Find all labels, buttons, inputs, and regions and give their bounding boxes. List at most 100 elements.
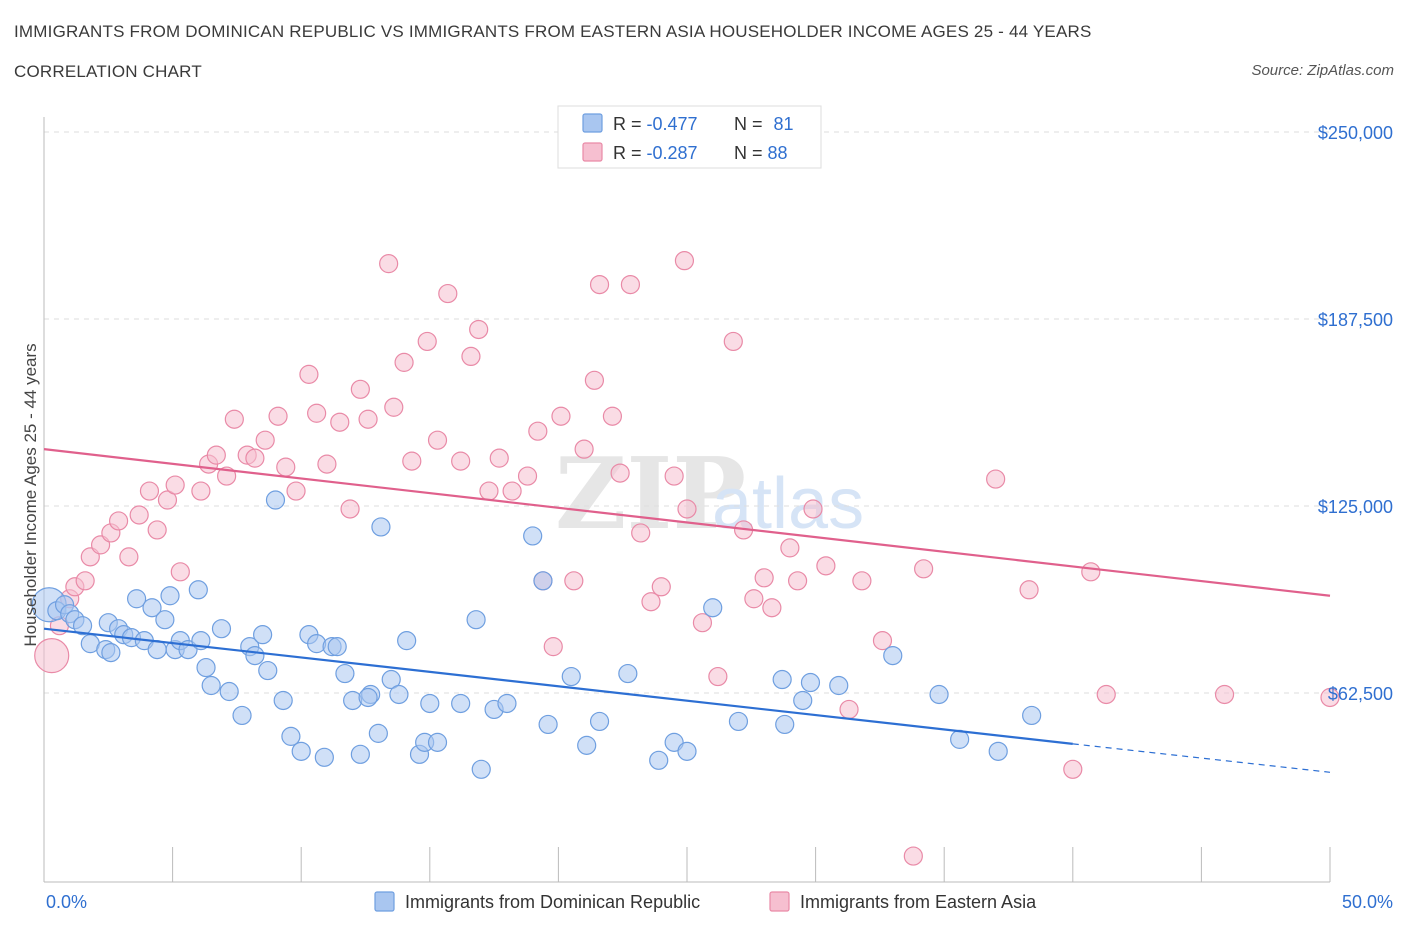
point-eastern-asia <box>469 319 489 340</box>
point-dominican <box>358 687 378 708</box>
point-eastern-asia <box>914 559 934 579</box>
trend-lines <box>43 448 1331 773</box>
point-eastern-asia <box>479 481 499 501</box>
point-eastern-asia <box>268 406 288 426</box>
point-dominican <box>775 714 795 735</box>
point-dominican <box>201 675 221 696</box>
stats-n-label: N = <box>734 114 768 134</box>
point-eastern-asia <box>206 445 226 465</box>
chart-subtitle: CORRELATION CHART <box>14 62 202 81</box>
stats-r-label: R = <box>613 143 647 163</box>
point-eastern-asia <box>744 589 764 609</box>
point-eastern-asia <box>402 451 422 471</box>
point-dominican <box>1022 705 1042 726</box>
point-eastern-asia <box>461 346 481 366</box>
point-eastern-asia <box>787 571 808 591</box>
svg-text:N = 81: N = 81 <box>734 114 794 134</box>
point-dominican <box>371 517 391 537</box>
x-tick-labels: 0.0% 50.0% <box>46 892 1393 912</box>
point-dominican <box>677 741 697 761</box>
point-dominican <box>188 580 208 600</box>
point-eastern-asia <box>330 412 350 432</box>
point-eastern-asia <box>165 475 185 495</box>
point-eastern-asia <box>119 547 139 567</box>
point-eastern-asia <box>191 481 211 501</box>
point-dominican <box>618 663 638 684</box>
stats-r-value: -0.287 <box>647 143 698 163</box>
point-eastern-asia <box>551 406 571 426</box>
point-dominican <box>307 634 327 654</box>
point-dominican <box>160 586 180 606</box>
watermark: ZIP atlas <box>555 437 864 552</box>
y-tick-label: $62,500 <box>1328 684 1393 704</box>
stats-n-value: 88 <box>768 143 788 163</box>
point-dominican <box>281 726 301 746</box>
point-eastern-asia <box>762 598 782 618</box>
point-eastern-asia <box>564 571 584 591</box>
point-eastern-asia <box>692 613 713 633</box>
point-dominican <box>497 693 517 714</box>
point-eastern-asia <box>664 466 684 486</box>
point-eastern-asia <box>674 251 695 271</box>
y-tick-label: $125,000 <box>1318 497 1393 517</box>
point-dominican <box>471 759 491 779</box>
point-eastern-asia <box>872 631 893 651</box>
point-eastern-asia <box>384 397 404 417</box>
point-dominican <box>577 735 597 755</box>
point-eastern-asia <box>502 481 522 501</box>
point-dominican <box>211 619 232 639</box>
axes <box>43 117 1331 883</box>
point-dominican <box>314 747 334 767</box>
legend-swatch-pink <box>769 891 790 912</box>
point-eastern-asia <box>394 352 414 372</box>
point-dominican <box>389 684 409 705</box>
point-eastern-asia <box>276 457 296 477</box>
point-dominican <box>126 589 147 609</box>
point-dominican <box>368 723 388 743</box>
point-eastern-asia <box>489 448 509 468</box>
stats-n-label: N = <box>734 143 768 163</box>
point-dominican <box>265 490 286 510</box>
point-dominican <box>466 610 486 630</box>
trend-line-1 <box>43 448 1331 597</box>
point-dominican <box>703 598 723 618</box>
legend-swatch-blue <box>374 891 395 912</box>
point-eastern-asia <box>903 846 923 866</box>
point-dominican <box>219 681 239 702</box>
trend-line-0 <box>43 627 1073 745</box>
point-eastern-asia <box>780 538 800 558</box>
point-eastern-asia <box>543 637 563 657</box>
point-dominican <box>451 693 471 714</box>
point-eastern-asia <box>641 592 661 612</box>
point-eastern-asia <box>307 403 327 423</box>
point-dominican <box>793 690 813 711</box>
point-eastern-asia <box>438 283 458 304</box>
point-eastern-asia <box>610 463 630 483</box>
point-dominican <box>883 645 903 666</box>
stats-n-value: 81 <box>774 114 794 134</box>
point-dominican <box>533 571 553 591</box>
point-eastern-asia <box>723 331 743 352</box>
point-eastern-asia <box>147 520 167 540</box>
legend: Immigrants from Dominican Republic Immig… <box>374 891 1037 912</box>
point-eastern-asia <box>224 409 244 429</box>
point-eastern-asia <box>754 568 774 588</box>
point-dominican <box>245 645 265 666</box>
y-tick-labels: $62,500 $125,000 $187,500 $250,000 <box>1318 123 1393 704</box>
point-eastern-asia <box>631 523 651 543</box>
point-eastern-asia <box>427 430 448 450</box>
stats-r-value: -0.477 <box>647 114 698 134</box>
point-eastern-asia <box>803 499 823 519</box>
legend-label-eastern-asia: Immigrants from Eastern Asia <box>800 892 1037 912</box>
point-dominican <box>988 741 1008 761</box>
stats-swatch-pink <box>582 142 603 162</box>
point-dominican <box>420 693 440 714</box>
point-eastern-asia <box>852 571 872 591</box>
point-dominican <box>196 657 216 678</box>
point-eastern-asia <box>528 421 548 441</box>
point-dominican <box>397 631 417 651</box>
point-dominican <box>101 643 121 663</box>
point-eastern-asia <box>129 505 149 525</box>
point-eastern-asia <box>839 699 859 720</box>
x-tick-label-min: 0.0% <box>46 892 87 912</box>
